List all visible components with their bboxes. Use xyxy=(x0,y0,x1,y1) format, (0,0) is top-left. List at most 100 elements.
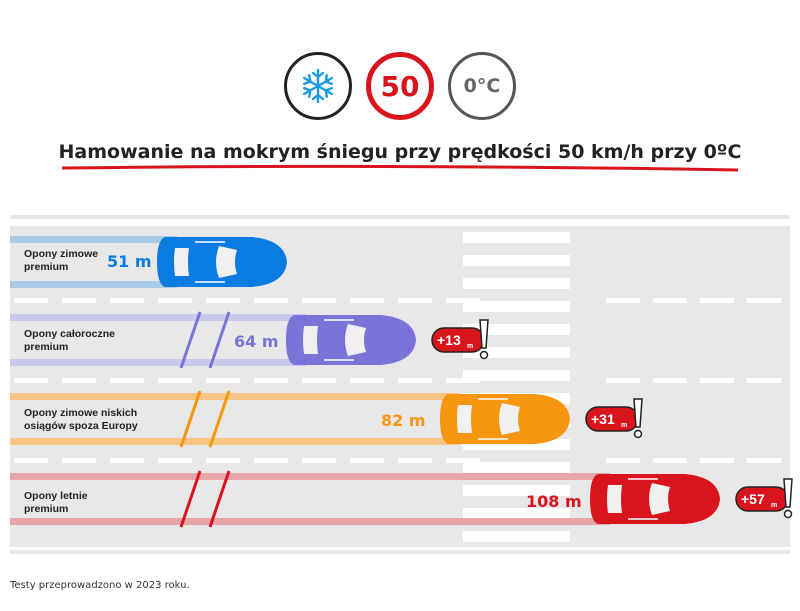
lane-dash xyxy=(110,378,144,383)
difference-value: +31 xyxy=(591,411,615,427)
crosswalk-stripe xyxy=(463,278,570,289)
car-icon xyxy=(157,237,287,287)
lane-label: Opony zimowe niskich osiągów spoza Europ… xyxy=(24,407,138,432)
skid-trail xyxy=(10,236,177,243)
lane-label: Opony letnie premium xyxy=(24,490,88,515)
car-icon xyxy=(286,315,416,365)
difference-unit: m xyxy=(467,343,473,350)
lane-dash xyxy=(206,378,240,383)
road-edge xyxy=(10,550,790,554)
distance-label: 82 m xyxy=(381,411,426,430)
crosswalk-stripe xyxy=(463,255,570,266)
crosswalk-stripe xyxy=(463,324,570,335)
crosswalk-stripe xyxy=(463,508,570,519)
crosswalk-stripe xyxy=(463,531,570,542)
lane-dash xyxy=(747,378,781,383)
crosswalk-stripe xyxy=(463,370,570,381)
crosswalk-stripe xyxy=(463,485,570,496)
lane-dash xyxy=(350,458,384,463)
title-underline xyxy=(61,164,739,172)
distance-break-mark xyxy=(179,311,202,369)
car-icon xyxy=(440,394,570,444)
exclamation-icon xyxy=(783,478,793,508)
skid-trail xyxy=(10,518,610,525)
lane-dash xyxy=(398,298,432,303)
difference-badge: +13 m xyxy=(431,319,489,360)
lane-dash xyxy=(446,298,480,303)
difference-badge: +57 m xyxy=(735,478,793,519)
lane-dash xyxy=(398,378,432,383)
lane-dash xyxy=(747,458,781,463)
lane-dash xyxy=(14,378,48,383)
lane-dash xyxy=(110,298,144,303)
lane-dash xyxy=(206,458,240,463)
lane-dash xyxy=(700,458,734,463)
lane-dash xyxy=(350,298,384,303)
lane-dash xyxy=(446,378,480,383)
lane-dash xyxy=(158,298,192,303)
temperature-value: 0°C xyxy=(463,75,501,97)
lane-dash xyxy=(302,298,336,303)
crosswalk-stripe xyxy=(463,232,570,243)
distance-label: 51 m xyxy=(107,252,152,271)
exclamation-dot xyxy=(633,429,643,439)
exclamation-dot xyxy=(479,350,489,360)
distance-break-mark xyxy=(208,311,231,369)
speed-limit-sign: 50 xyxy=(366,52,434,120)
lane-dash xyxy=(158,458,192,463)
difference-unit: m xyxy=(621,422,627,429)
distance-break-mark xyxy=(208,390,231,448)
lane-dash xyxy=(653,458,687,463)
difference-value: +57 xyxy=(741,491,765,507)
lane-dash xyxy=(254,298,288,303)
distance-break-mark xyxy=(208,470,231,528)
lane-dash xyxy=(653,298,687,303)
difference-badge: +31 m xyxy=(585,398,643,439)
temperature-sign: 0°C xyxy=(448,52,516,120)
skid-trail xyxy=(10,281,177,288)
lane-dash xyxy=(606,458,640,463)
crosswalk-stripe xyxy=(463,301,570,312)
lane-dash xyxy=(398,458,432,463)
lane-dash xyxy=(254,458,288,463)
lane-dash xyxy=(350,378,384,383)
lane-dash xyxy=(302,458,336,463)
lane-label: Opony zimowe premium xyxy=(24,248,99,273)
exclamation-icon xyxy=(479,319,489,349)
lane-dash xyxy=(206,298,240,303)
lane-dash xyxy=(14,298,48,303)
lane-dash xyxy=(747,298,781,303)
crosswalk-stripe xyxy=(463,347,570,358)
page-title: Hamowanie na mokrym śniegu przy prędkośc… xyxy=(58,141,742,163)
lane-dash xyxy=(446,458,480,463)
crosswalk-stripe xyxy=(463,439,570,450)
lane-dash xyxy=(110,458,144,463)
road-edge xyxy=(10,215,790,219)
speed-value: 50 xyxy=(380,69,420,103)
lane-label: Opony całoroczne premium xyxy=(24,328,116,353)
lane-dash xyxy=(14,458,48,463)
skid-trail xyxy=(10,314,306,321)
skid-trail xyxy=(10,393,460,400)
lane-dash xyxy=(606,378,640,383)
lane-dash xyxy=(606,298,640,303)
snowflake-icon xyxy=(300,68,336,104)
lane-dash xyxy=(653,378,687,383)
skid-trail xyxy=(10,473,610,480)
lane-dash xyxy=(700,378,734,383)
crosswalk-stripe xyxy=(463,462,570,473)
lane-dash xyxy=(62,298,96,303)
lane-dash xyxy=(62,458,96,463)
skid-trail xyxy=(10,438,460,445)
lane-dash xyxy=(62,378,96,383)
snowflake-sign xyxy=(284,52,352,120)
lane-dash xyxy=(700,298,734,303)
difference-value: +13 xyxy=(437,332,461,348)
distance-break-mark xyxy=(179,390,202,448)
exclamation-dot xyxy=(783,509,793,519)
lane-dash xyxy=(158,378,192,383)
exclamation-icon xyxy=(633,398,643,428)
distance-label: 108 m xyxy=(526,492,582,511)
